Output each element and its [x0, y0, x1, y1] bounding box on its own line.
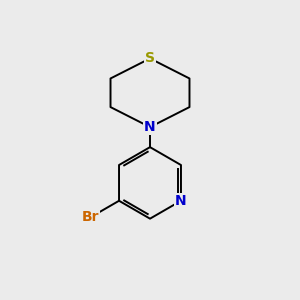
Text: N: N	[175, 194, 187, 208]
Text: N: N	[144, 120, 156, 134]
Text: Br: Br	[82, 210, 99, 224]
Text: S: S	[145, 51, 155, 65]
